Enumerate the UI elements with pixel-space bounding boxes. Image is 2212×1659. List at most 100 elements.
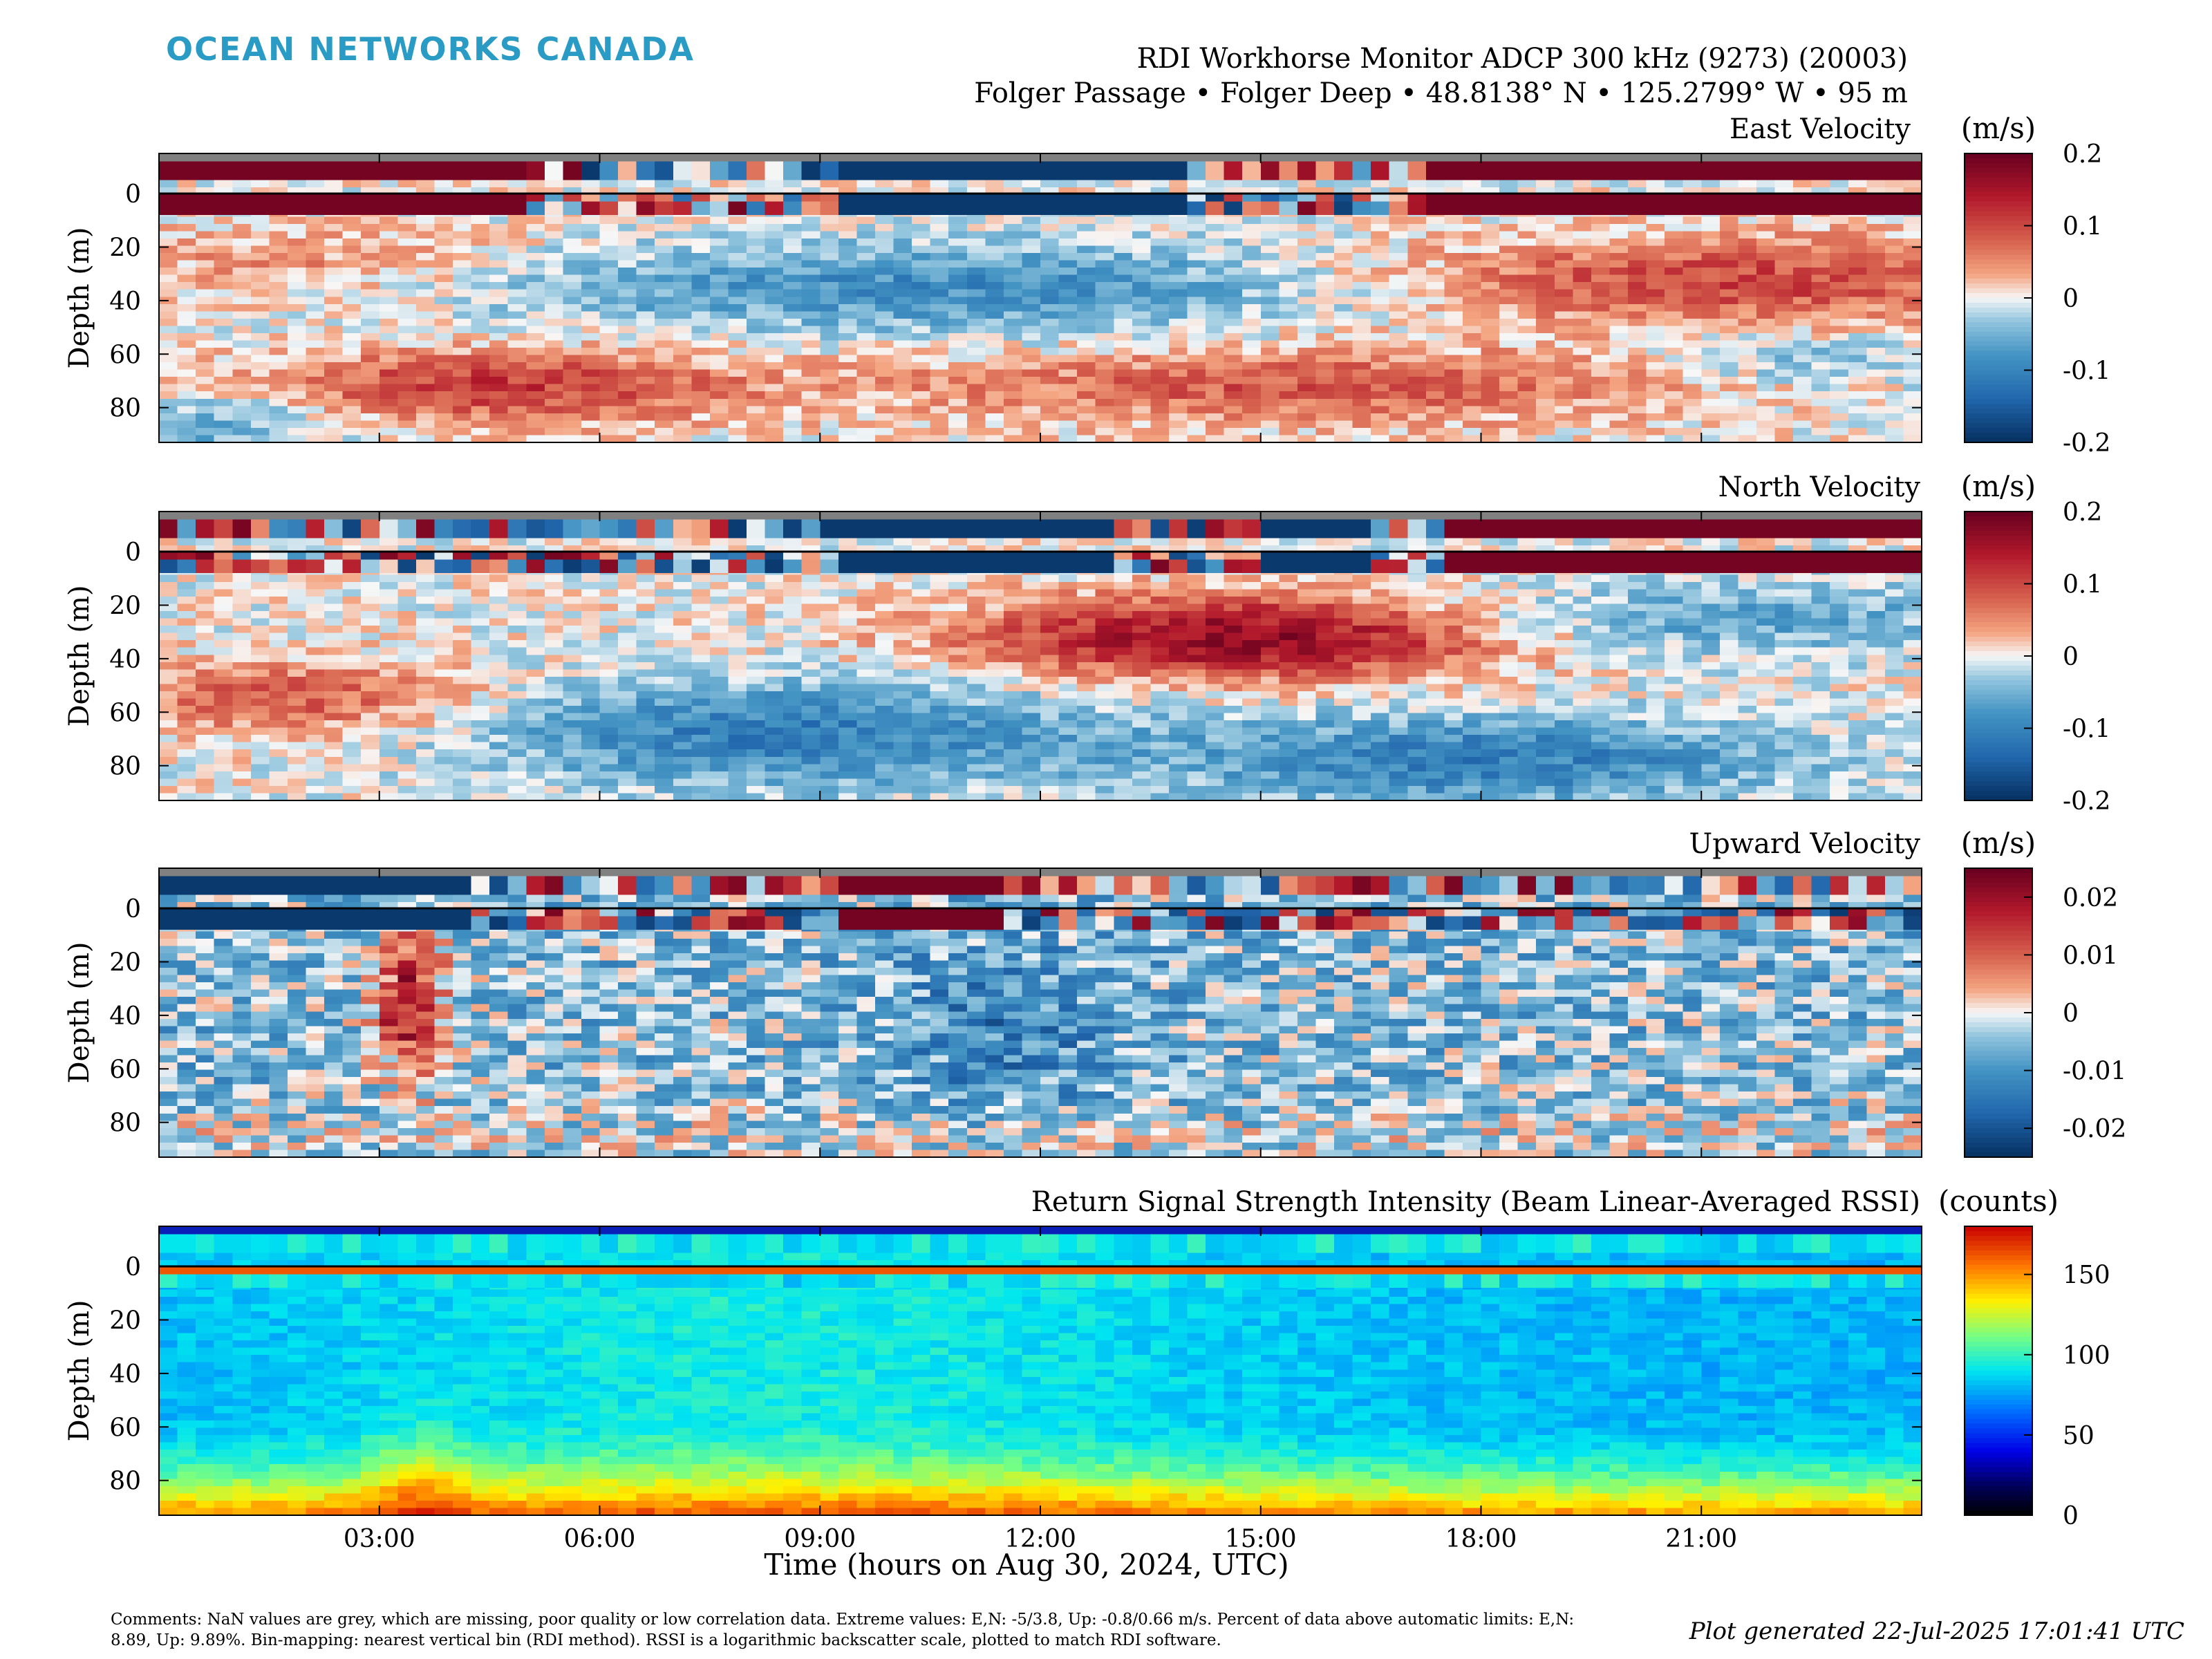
heatmap-cell	[655, 268, 673, 275]
heatmap-cell	[306, 713, 325, 721]
surface-band-cell	[526, 560, 545, 573]
heatmap-cell	[416, 582, 435, 590]
heatmap-cell	[600, 370, 619, 377]
surface-band-cell	[563, 194, 581, 202]
heatmap-cell	[783, 370, 802, 377]
heatmap-cell	[1315, 261, 1334, 268]
heatmap-cell	[618, 735, 637, 742]
heatmap-cell	[178, 428, 196, 435]
heatmap-cell	[1647, 362, 1665, 370]
heatmap-cell	[1903, 180, 1922, 188]
heatmap-cell	[214, 619, 233, 626]
heatmap-cell	[691, 348, 710, 355]
heatmap-cell	[1701, 399, 1720, 406]
heatmap-cell	[1793, 216, 1812, 224]
heatmap-cell	[306, 333, 325, 341]
heatmap-cell	[673, 706, 692, 713]
heatmap-cell	[655, 619, 673, 626]
heatmap-cell	[324, 326, 343, 333]
heatmap-cell	[288, 282, 306, 290]
heatmap-cell	[856, 406, 875, 413]
heatmap-cell	[434, 538, 453, 546]
heatmap-cell	[728, 238, 747, 246]
heatmap-cell	[196, 538, 214, 546]
heatmap-cell	[397, 290, 416, 297]
heatmap-cell	[1830, 253, 1848, 261]
heatmap-cell	[673, 655, 692, 662]
surface-band-cell	[306, 552, 325, 560]
heatmap-cell	[783, 268, 802, 275]
heatmap-cell	[1775, 406, 1794, 413]
surface-band-cell	[545, 560, 563, 573]
heatmap-cell	[1188, 406, 1206, 413]
heatmap-cell	[526, 764, 545, 771]
heatmap-cell	[471, 326, 490, 333]
heatmap-cell	[1444, 391, 1463, 399]
heatmap-cell	[361, 304, 379, 312]
surface-band-cell	[397, 162, 416, 180]
heatmap-cell	[545, 699, 563, 706]
heatmap-cell	[1738, 238, 1756, 246]
heatmap-cell	[637, 720, 655, 728]
heatmap-cell	[1389, 341, 1408, 348]
heatmap-cell	[1793, 326, 1812, 333]
heatmap-cell	[1647, 282, 1665, 290]
surface-band-cell	[600, 162, 619, 180]
heatmap-cell	[343, 713, 362, 721]
heatmap-cell	[783, 319, 802, 326]
heatmap-cell	[563, 384, 581, 392]
heatmap-cell	[838, 326, 857, 333]
heatmap-cell	[1059, 216, 1078, 224]
heatmap-cell	[1591, 319, 1610, 326]
heatmap-cell	[1866, 246, 1885, 254]
heatmap-cell	[1481, 399, 1500, 406]
heatmap-cell	[912, 304, 930, 312]
heatmap-cell	[1885, 268, 1904, 275]
heatmap-cell	[1188, 238, 1206, 246]
heatmap-cell	[1830, 261, 1848, 268]
heatmap-cell	[1169, 370, 1188, 377]
heatmap-cell	[288, 246, 306, 254]
heatmap-cell	[306, 326, 325, 333]
heatmap-cell	[1407, 435, 1426, 443]
heatmap-cell	[1389, 319, 1408, 326]
heatmap-cell	[159, 597, 178, 604]
heatmap-cell	[1022, 370, 1040, 377]
heatmap-cell	[637, 413, 655, 421]
heatmap-cell	[508, 253, 527, 261]
heatmap-cell	[1004, 290, 1022, 297]
heatmap-cell	[251, 377, 270, 384]
heatmap-cell	[783, 384, 802, 392]
heatmap-cell	[1866, 370, 1885, 377]
heatmap-cell	[783, 341, 802, 348]
surface-band-cell	[343, 560, 362, 573]
heatmap-cell	[1848, 319, 1867, 326]
heatmap-cell	[1812, 348, 1830, 355]
heatmap-cell	[288, 626, 306, 633]
heatmap-cell	[526, 684, 545, 691]
heatmap-cell	[1150, 391, 1169, 399]
heatmap-cell	[655, 662, 673, 670]
heatmap-cell	[232, 728, 251, 735]
heatmap-cell	[545, 626, 563, 633]
heatmap-cell	[673, 282, 692, 290]
surface-band-cell	[1536, 194, 1555, 202]
heatmap-cell	[1169, 311, 1188, 319]
surface-band-cell	[691, 162, 710, 180]
heatmap-cell	[691, 406, 710, 413]
surface-band-cell	[453, 202, 471, 215]
heatmap-cell	[1371, 326, 1389, 333]
heatmap-cell	[379, 399, 398, 406]
heatmap-cell	[1004, 275, 1022, 283]
heatmap-cell	[379, 662, 398, 670]
heatmap-cell	[343, 538, 362, 546]
heatmap-cell	[1224, 238, 1243, 246]
heatmap-cell	[196, 677, 214, 684]
heatmap-cell	[1903, 420, 1922, 428]
heatmap-cell	[1188, 304, 1206, 312]
heatmap-cell	[269, 677, 288, 684]
heatmap-cell	[1444, 224, 1463, 232]
heatmap-cell	[269, 582, 288, 590]
heatmap-cell	[563, 275, 581, 283]
heatmap-cell	[618, 180, 637, 188]
